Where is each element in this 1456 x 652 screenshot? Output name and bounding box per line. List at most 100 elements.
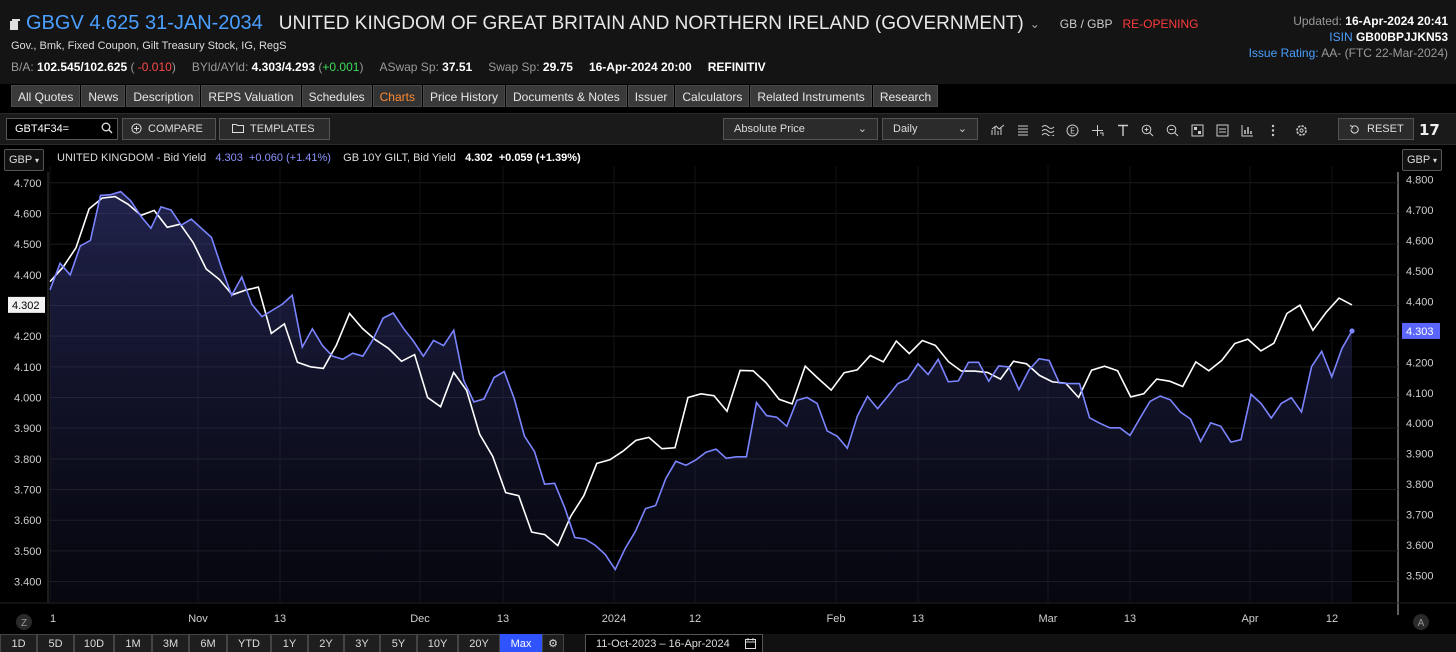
series2-value: 4.302 [465, 152, 493, 164]
templates-button[interactable]: TEMPLATES [219, 118, 330, 140]
range-max[interactable]: Max [500, 634, 542, 652]
x-tick-label: Feb [827, 613, 846, 625]
tab-related-instruments[interactable]: Related Instruments [750, 85, 872, 107]
issuer-name[interactable]: UNITED KINGDOM OF GREAT BRITAIN AND NORT… [278, 12, 1024, 34]
left-tick-label: 3.400 [14, 577, 42, 589]
range-settings-icon[interactable]: ⚙ [542, 634, 564, 652]
left-tick-label: 3.700 [14, 485, 42, 497]
chevron-down-icon: ⌄ [957, 123, 967, 135]
tab-calculators[interactable]: Calculators [675, 85, 750, 107]
reset-icon [1349, 125, 1359, 134]
right-tick-label: 4.000 [1406, 418, 1434, 430]
tab-issuer[interactable]: Issuer [627, 85, 675, 107]
left-currency-button[interactable]: GBP ▾ [4, 149, 44, 171]
crosshair-icon[interactable] [1085, 120, 1110, 140]
tab-bar: All Quotes News Description REPS Valuation S… [11, 85, 939, 107]
updated-label: Updated: [1293, 14, 1342, 28]
zoom-in-icon[interactable] [1135, 120, 1160, 140]
chart-panel[interactable]: 4.7004.6004.5004.4004.3004.2004.1004.000… [0, 146, 1456, 634]
status-badge: RE-OPENING [1122, 16, 1199, 31]
document-icon[interactable] [10, 19, 20, 30]
table-icon[interactable] [1210, 120, 1235, 140]
series-area-fill [50, 191, 1352, 603]
x-tick-label: 2024 [602, 613, 626, 625]
range-3m[interactable]: 3M [152, 634, 189, 652]
x-tick-label: Nov [188, 613, 208, 625]
price-chart[interactable]: 4.7004.6004.5004.4004.3004.2004.1004.000… [0, 146, 1456, 634]
right-tick-label: 4.500 [1406, 266, 1434, 278]
range-1m[interactable]: 1M [114, 634, 152, 652]
tab-news[interactable]: News [81, 85, 126, 107]
series-line[interactable] [49, 190, 1353, 572]
range-3y[interactable]: 3Y [344, 634, 380, 652]
right-tick-label: 4.400 [1406, 296, 1434, 308]
range-ytd[interactable]: YTD [227, 634, 271, 652]
auto-scale-button[interactable] [1413, 614, 1429, 630]
gear-icon[interactable] [1289, 120, 1314, 140]
x-tick-label: 12 [689, 613, 701, 625]
range-10d[interactable]: 10D [74, 634, 114, 652]
range-2y[interactable]: 2Y [308, 634, 344, 652]
bid-ask-value: 102.545/102.625 [37, 60, 128, 74]
tab-research[interactable]: Research [872, 85, 939, 107]
swap-label: Swap Sp: [488, 60, 540, 74]
range-5y[interactable]: 5Y [380, 634, 417, 652]
ric-input[interactable]: GBT4F34= [6, 118, 118, 140]
series-line[interactable] [49, 195, 1353, 547]
yield-change: +0.001 [322, 60, 360, 74]
right-tick-label: 3.500 [1406, 571, 1434, 583]
series1-name[interactable]: UNITED KINGDOM [57, 152, 154, 164]
more-icon[interactable] [1260, 120, 1285, 140]
text-tool-icon[interactable] [1110, 120, 1135, 140]
layout-icon[interactable] [1185, 120, 1210, 140]
price-type-value: Absolute Price [734, 123, 805, 135]
chart-type-icon[interactable] [985, 120, 1010, 140]
chevron-down-icon[interactable]: ⌄ [1029, 16, 1040, 31]
tab-schedules[interactable]: Schedules [301, 85, 372, 107]
currency-pair: GB / GBP [1059, 16, 1113, 31]
chart-tools: E [985, 120, 1314, 140]
tab-charts[interactable]: Charts [372, 85, 422, 107]
quote-source: REFINITIV [707, 60, 766, 74]
x-tick-label: 1 [50, 613, 56, 625]
search-icon[interactable] [101, 122, 113, 134]
interval-select[interactable]: Daily ⌄ [882, 118, 978, 140]
reset-button[interactable]: RESET [1338, 118, 1414, 140]
tab-price-history[interactable]: Price History [422, 85, 505, 107]
date-range-picker[interactable]: 11-Oct-2023 – 16-Apr-2024 [585, 634, 763, 652]
yield-label: BYld/AYld: [191, 60, 249, 74]
right-tick-label: 3.800 [1406, 479, 1434, 491]
zoom-axis-button[interactable] [16, 614, 32, 630]
compare-button[interactable]: COMPARE [122, 118, 216, 140]
plus-circle-icon [131, 122, 142, 134]
left-tick-label: 4.500 [14, 239, 42, 251]
isin-value: GB00BPJJKN53 [1355, 30, 1448, 44]
aswap-label: ASwap Sp: [379, 60, 439, 74]
tab-reps-valuation[interactable]: REPS Valuation [201, 85, 301, 107]
range-selector: 1D 5D 10D 1M 3M 6M YTD 1Y 2Y 3Y 5Y 10Y 20Y Max ⚙ [0, 634, 1456, 652]
tab-documents-notes[interactable]: Documents & Notes [505, 85, 627, 107]
tab-description[interactable]: Description [126, 85, 201, 107]
x-tick-label: 13 [912, 613, 924, 625]
right-currency-button[interactable]: GBP ▾ [1402, 149, 1442, 171]
studies-icon[interactable] [1010, 120, 1035, 140]
left-last-value-badge [8, 296, 45, 313]
right-last-value-label: 4.303 [1406, 326, 1434, 338]
series2-name[interactable]: GB 10Y GILT, Bid Yield [343, 152, 456, 164]
range-5d[interactable]: 5D [37, 634, 74, 652]
tab-all-quotes[interactable]: All Quotes [11, 85, 81, 107]
price-type-select[interactable]: Absolute Price ⌄ [723, 118, 878, 140]
waves-icon[interactable] [1035, 120, 1060, 140]
range-1y[interactable]: 1Y [271, 634, 308, 652]
x-tick-label: Apr [1241, 613, 1258, 625]
range-20y[interactable]: 20Y [458, 634, 500, 652]
events-icon[interactable]: E [1060, 120, 1085, 140]
range-1d[interactable]: 1D [0, 634, 37, 652]
series1-field: - Bid Yield [156, 152, 207, 164]
range-10y[interactable]: 10Y [417, 634, 458, 652]
chart-toolbar: GBT4F34= COMPARE TEMPLATES Absolute Pric… [0, 113, 1456, 145]
instrument-ticker[interactable]: GBGV 4.625 31-JAN-2034 [26, 12, 263, 34]
range-6m[interactable]: 6M [189, 634, 227, 652]
bar-chart-icon[interactable] [1235, 120, 1260, 140]
zoom-out-icon[interactable] [1160, 120, 1185, 140]
